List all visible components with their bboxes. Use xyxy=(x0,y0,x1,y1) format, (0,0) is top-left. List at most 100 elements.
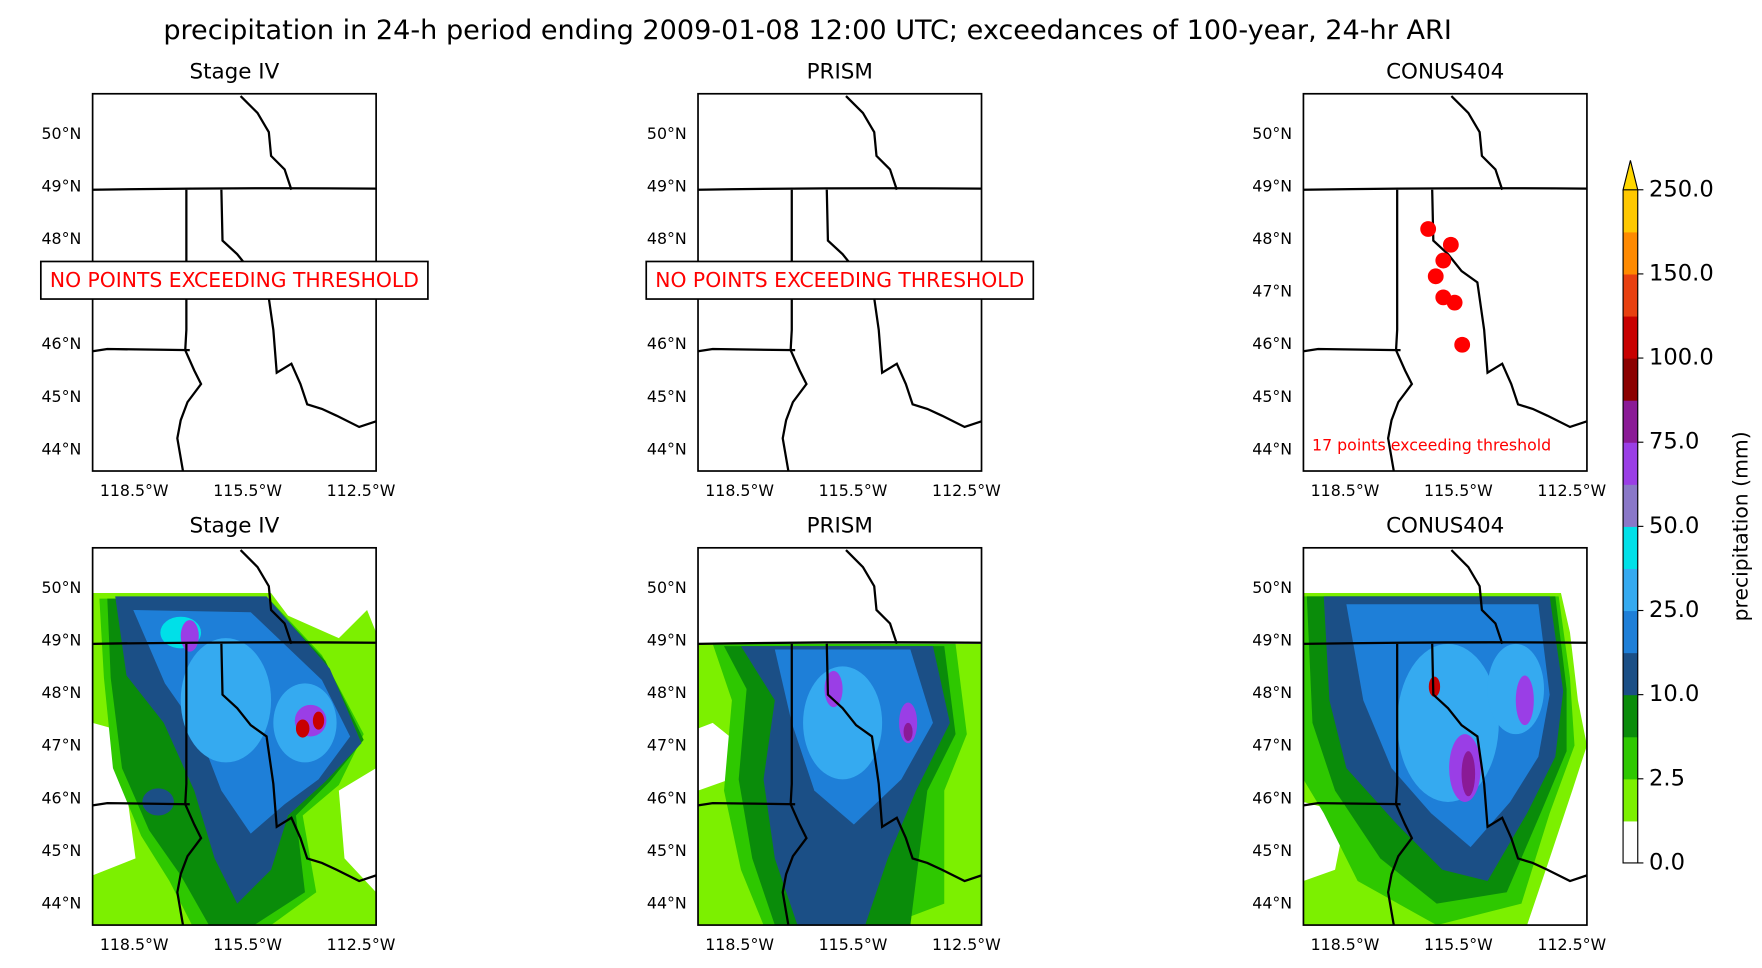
colorbar-tick-label: 75.0 xyxy=(1649,429,1699,455)
y-tick-label: 50°N xyxy=(647,578,687,597)
map-frame xyxy=(697,546,983,926)
y-tick-label: 49°N xyxy=(647,176,687,195)
x-tick-label: 118.5°W xyxy=(705,935,774,954)
panel-title: Stage IV xyxy=(189,513,279,538)
x-tick-label: 112.5°W xyxy=(1537,935,1606,954)
y-tick-label: 50°N xyxy=(647,124,687,143)
y-tick-label: 46°N xyxy=(41,334,81,353)
y-tick-label: 49°N xyxy=(41,176,81,195)
annotation: 17 points exceeding threshold xyxy=(1312,436,1551,455)
colorbar-segment xyxy=(1623,189,1638,233)
colorbar-segment xyxy=(1623,778,1638,822)
y-tick-label: 48°N xyxy=(647,229,687,248)
x-tick-label: 112.5°W xyxy=(327,935,396,954)
colorbar-segment xyxy=(1623,231,1638,275)
annotation: NO POINTS EXCEEDING THRESHOLD xyxy=(50,268,419,292)
y-tick-label: 48°N xyxy=(41,229,81,248)
colorbar-label: precipitation (mm) xyxy=(1729,431,1753,621)
map-frame xyxy=(91,546,377,926)
y-tick-label: 50°N xyxy=(1252,124,1292,143)
colorbar-segment xyxy=(1623,652,1638,696)
colorbar-segment xyxy=(1623,442,1638,485)
y-tick-label: 44°N xyxy=(1252,439,1292,458)
colorbar-segment xyxy=(1623,400,1638,443)
y-tick-label: 48°N xyxy=(647,683,687,702)
y-tick-label: 45°N xyxy=(1252,841,1292,860)
colorbar-segment xyxy=(1623,358,1638,401)
colorbar-tick-label: 50.0 xyxy=(1649,513,1699,539)
figure-title: precipitation in 24-h period ending 2009… xyxy=(163,15,1452,46)
y-tick-label: 44°N xyxy=(41,894,81,913)
map-frame xyxy=(1302,92,1588,472)
borders xyxy=(1302,94,1589,473)
y-tick-label: 47°N xyxy=(41,736,81,755)
y-tick-label: 48°N xyxy=(41,683,81,702)
exceedance-point xyxy=(1446,294,1463,311)
panel-title: PRISM xyxy=(807,59,873,84)
colorbar-segment xyxy=(1623,694,1638,738)
y-tick-label: 46°N xyxy=(647,334,687,353)
x-tick-label: 112.5°W xyxy=(932,935,1001,954)
annotation-box xyxy=(645,260,1035,300)
x-tick-label: 112.5°W xyxy=(932,481,1001,500)
y-tick-label: 50°N xyxy=(41,124,81,143)
colorbar-tick-label: 10.0 xyxy=(1649,681,1699,707)
colorbar-segment xyxy=(1623,484,1638,527)
colorbar-segment xyxy=(1623,820,1638,864)
x-tick-label: 115.5°W xyxy=(819,935,888,954)
x-tick-label: 118.5°W xyxy=(1311,481,1380,500)
x-tick-label: 115.5°W xyxy=(213,481,282,500)
y-tick-label: 49°N xyxy=(647,630,687,649)
y-tick-label: 44°N xyxy=(647,894,687,913)
x-tick-label: 112.5°W xyxy=(1537,481,1606,500)
colorbar-extend xyxy=(1622,160,1639,191)
exceedance-point xyxy=(1427,268,1444,285)
x-tick-label: 112.5°W xyxy=(327,481,396,500)
exceedance-point xyxy=(1420,221,1437,237)
y-tick-label: 49°N xyxy=(1252,630,1292,649)
exceedance-point xyxy=(1442,236,1459,253)
x-tick-label: 118.5°W xyxy=(100,935,169,954)
colorbar-tick-label: 25.0 xyxy=(1649,597,1699,623)
y-tick-label: 46°N xyxy=(41,788,81,807)
y-tick-label: 48°N xyxy=(1252,229,1292,248)
colorbar-segment xyxy=(1623,273,1638,317)
precipitation-field xyxy=(698,644,982,925)
x-tick-label: 118.5°W xyxy=(705,481,774,500)
y-tick-label: 49°N xyxy=(41,630,81,649)
y-tick-label: 45°N xyxy=(41,841,81,860)
y-tick-label: 48°N xyxy=(1252,683,1292,702)
colorbar-tick-label: 100.0 xyxy=(1649,345,1714,371)
annotation-box xyxy=(39,260,429,300)
panel-title: CONUS404 xyxy=(1386,59,1504,84)
y-tick-label: 45°N xyxy=(41,387,81,406)
colorbar-tick-label: 0.0 xyxy=(1649,849,1685,875)
colorbar-tick-label: 2.5 xyxy=(1649,765,1685,791)
colorbar-tick-label: 150.0 xyxy=(1649,260,1714,286)
colorbar-segment xyxy=(1623,610,1638,654)
colorbar-segment xyxy=(1623,315,1638,359)
x-tick-label: 115.5°W xyxy=(1424,481,1493,500)
x-tick-label: 118.5°W xyxy=(100,481,169,500)
x-tick-label: 115.5°W xyxy=(213,935,282,954)
y-tick-label: 47°N xyxy=(1252,736,1292,755)
y-tick-label: 50°N xyxy=(1252,578,1292,597)
y-tick-label: 46°N xyxy=(647,788,687,807)
y-tick-label: 45°N xyxy=(1252,387,1292,406)
x-tick-label: 118.5°W xyxy=(1311,935,1380,954)
y-tick-label: 46°N xyxy=(1252,334,1292,353)
map-frame xyxy=(1302,546,1588,926)
colorbar-segment xyxy=(1623,736,1638,780)
y-tick-label: 44°N xyxy=(647,439,687,458)
exceedance-point xyxy=(1435,252,1452,269)
y-tick-label: 45°N xyxy=(647,841,687,860)
colorbar-segment xyxy=(1623,568,1638,612)
colorbar-segment xyxy=(1623,526,1638,569)
panel-title: CONUS404 xyxy=(1386,513,1504,538)
y-tick-label: 44°N xyxy=(1252,894,1292,913)
y-tick-label: 46°N xyxy=(1252,788,1292,807)
y-tick-label: 44°N xyxy=(41,439,81,458)
x-tick-label: 115.5°W xyxy=(1424,935,1493,954)
y-tick-label: 50°N xyxy=(41,578,81,597)
